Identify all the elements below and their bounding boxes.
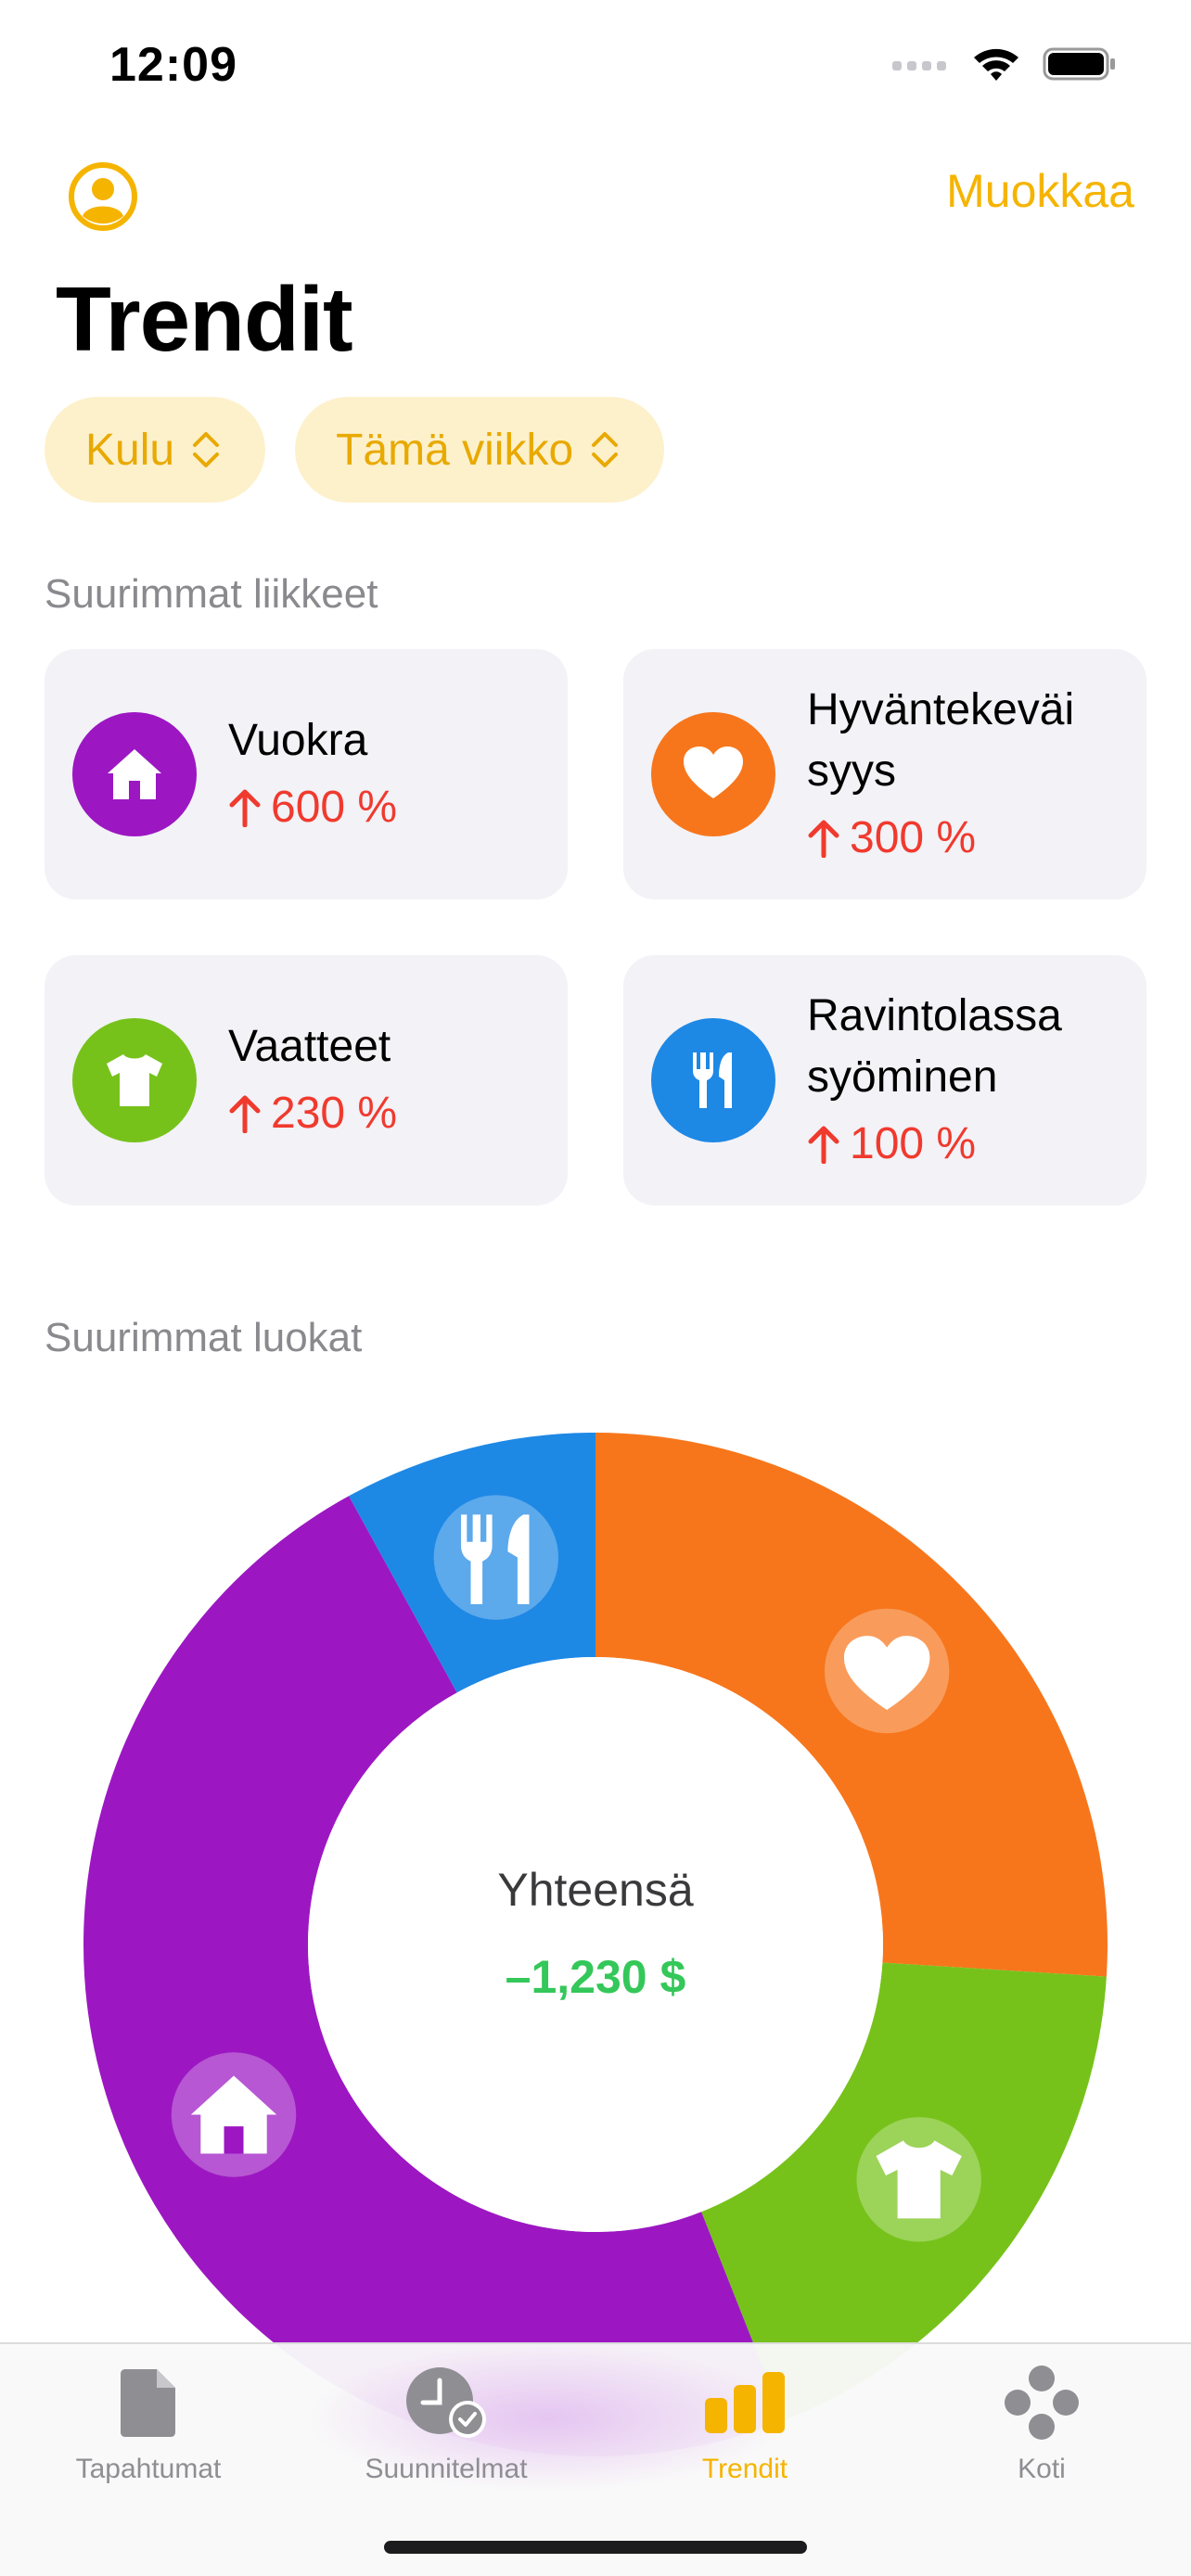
wifi-icon [974,48,1018,81]
mover-change-value: 100 % [850,1119,977,1168]
total-value: –1,230 $ [505,1951,686,2003]
type-filter-label: Kulu [85,425,175,475]
heart-icon [824,1608,950,1734]
nav-bar: Muokkaa [0,153,1191,236]
profile-button[interactable] [67,160,139,233]
document-icon [102,2361,195,2444]
chevron-up-down-icon [592,432,619,467]
movers-section-title: Suurimmat liikkeet [45,571,378,617]
mover-card[interactable]: Vaatteet 230 % [45,955,568,1205]
period-filter-button[interactable]: Tämä viikko [295,397,665,503]
movers-grid: Vuokra 600 % Hyväntekeväi syys 300 % Vaa… [45,649,1146,1205]
donut-slice[interactable] [83,1496,785,2456]
tab-label: Tapahtumat [75,2454,222,2484]
categories-section-title: Suurimmat luokat [45,1315,363,1360]
chevron-up-down-icon [193,432,220,467]
mover-name: Vuokra [228,716,368,765]
arrow-up-icon [229,1095,261,1133]
period-filter-label: Tämä viikko [336,425,574,475]
tab-label: Trendit [701,2454,788,2484]
donut-svg [83,1433,1108,2456]
mover-name: Hyväntekeväi syys [807,685,1075,796]
bar-chart-icon [698,2361,791,2444]
donut-hole [308,1657,883,2232]
person-circle-icon [69,162,137,231]
total-label: Yhteensä [497,1864,694,1916]
filter-bar: Kulu Tämä viikko [45,397,665,503]
tab-transactions[interactable]: Tapahtumat [37,2361,260,2485]
page-title: Trendit [56,268,353,370]
clock-check-icon [400,2361,493,2444]
tab-bar: Tapahtumat Suunnitelmat Trendit [0,2342,1191,2576]
mover-name: Vaatteet [228,1022,391,1071]
mover-change: 100 % [807,1114,1062,1175]
tab-label: Koti [1018,2454,1066,2484]
mover-change: 230 % [228,1083,397,1144]
edit-button[interactable]: Muokkaa [946,165,1134,217]
arrow-up-icon [808,1126,839,1164]
mover-change: 300 % [807,808,1074,869]
status-time: 12:09 [109,38,237,92]
mover-change-value: 300 % [850,813,977,862]
tab-label: Suunnitelmat [365,2454,528,2484]
status-icons [892,45,1117,83]
mover-change-value: 230 % [271,1089,398,1138]
home-indicator [384,2541,807,2554]
house-icon [171,2052,297,2177]
mover-change-value: 600 % [271,783,398,832]
signal-icon [892,61,946,70]
arrow-up-icon [229,789,261,827]
donut-slice[interactable] [596,1433,1108,1977]
battery-icon [1043,47,1115,81]
mover-change: 600 % [228,777,397,838]
fork-knife-icon [433,1495,559,1620]
tab-home[interactable]: Koti [930,2361,1153,2485]
house-icon [72,712,197,836]
shirt-icon [856,2117,981,2242]
status-bar: 12:09 [0,0,1191,139]
tab-plans[interactable]: Suunnitelmat [335,2361,557,2485]
mover-card[interactable]: Ravintolassa syöminen 100 % [623,955,1146,1205]
mover-name: Ravintolassa syöminen [807,991,1062,1102]
mover-card[interactable]: Vuokra 600 % [45,649,568,899]
heart-icon [651,712,775,836]
dots-icon [995,2361,1088,2444]
type-filter-button[interactable]: Kulu [45,397,266,503]
fork-knife-icon [651,1018,775,1142]
mover-card[interactable]: Hyväntekeväi syys 300 % [623,649,1146,899]
shirt-icon [72,1018,197,1142]
donut-center: Yhteensä –1,230 $ [83,1433,1108,2456]
tab-trends[interactable]: Trendit [634,2361,856,2485]
arrow-up-icon [808,820,839,858]
category-donut-chart: Yhteensä –1,230 $ [83,1433,1108,2456]
